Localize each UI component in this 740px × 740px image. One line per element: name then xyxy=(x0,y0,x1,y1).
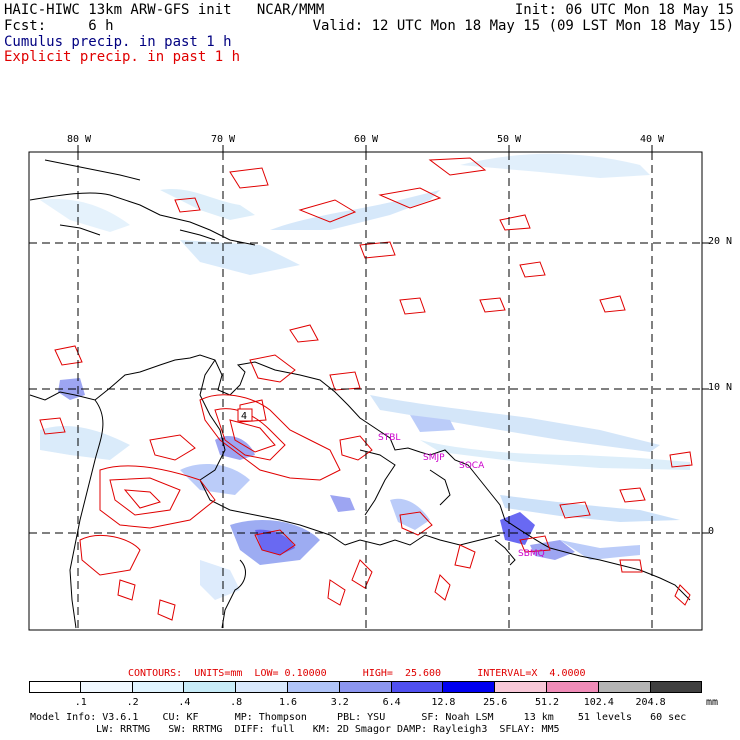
map-frame xyxy=(28,151,703,631)
station-label: SMJP xyxy=(423,453,445,463)
lat-label: 20 N xyxy=(708,236,733,247)
color-bar-swatch xyxy=(339,681,392,693)
explicit-label: Explicit precip. in past 1 h xyxy=(4,49,241,65)
lon-label: 60 W xyxy=(354,134,379,145)
color-bar-swatch xyxy=(443,681,496,693)
contour-label-text: 4 xyxy=(241,411,247,422)
lon-label: 80 W xyxy=(67,134,92,145)
color-bar-swatch xyxy=(598,681,651,693)
physics-info: LW: RRTMG SW: RRTMG DIFF: full KM: 2D Sm… xyxy=(96,724,560,735)
color-bar-swatch xyxy=(132,681,185,693)
axis-ticks xyxy=(77,145,709,534)
color-bar-tick-label: 3.2 xyxy=(330,697,349,708)
color-bar-tick-label: .4 xyxy=(178,697,191,708)
graticule xyxy=(29,152,702,630)
color-bar xyxy=(29,681,703,693)
station-label: STBL xyxy=(378,433,400,443)
color-bar-swatch xyxy=(391,681,444,693)
color-bar-tick-label: 1.6 xyxy=(278,697,298,708)
color-bar-swatch xyxy=(29,681,81,693)
color-bar-tick-label: 204.8 xyxy=(635,697,666,708)
color-bar-tick-label: 25.6 xyxy=(483,697,508,708)
contours-info: CONTOURS: UNITS=mm LOW= 0.10000 HIGH= 25… xyxy=(128,668,586,679)
color-bar-swatch xyxy=(650,681,703,693)
lat-label: 10 N xyxy=(708,382,733,393)
lon-label: 70 W xyxy=(211,134,236,145)
color-bar-swatch xyxy=(495,681,547,693)
coastlines xyxy=(29,159,691,629)
color-bar-tick-label: .8 xyxy=(230,697,243,708)
contour-label-box xyxy=(237,408,253,422)
forecast-hour: Fcst: 6 h xyxy=(4,18,114,34)
color-bar-swatch xyxy=(287,681,340,693)
explicit-precip-contours xyxy=(39,157,693,621)
lon-label: 50 W xyxy=(497,134,522,145)
color-bar-tick-label: .2 xyxy=(126,697,139,708)
color-bar-tick-label: .1 xyxy=(74,697,87,708)
color-bar-tick-label: 51.2 xyxy=(534,697,560,708)
cumulus-precip-areas xyxy=(40,153,690,600)
color-bar-tick-label: 6.4 xyxy=(382,697,401,708)
color-bar-swatch xyxy=(80,681,133,693)
station-label: SOCA xyxy=(459,461,485,471)
lon-label: 40 W xyxy=(640,134,665,145)
color-bar-swatch xyxy=(546,681,599,693)
color-bar-tick-label: 12.8 xyxy=(431,697,456,708)
model-info: Model Info: V3.6.1 CU: KF MP: Thompson P… xyxy=(30,712,687,723)
cumulus-label: Cumulus precip. in past 1 h xyxy=(4,34,232,50)
units-label: mm xyxy=(706,697,719,708)
color-bar-swatch xyxy=(184,681,237,693)
init-time: Init: 06 UTC Mon 18 May 15 xyxy=(514,2,734,18)
title-line: HAIC-HIWC 13km ARW-GFS init NCAR/MMM xyxy=(4,2,325,18)
lat-label: 0 xyxy=(708,526,715,537)
station-label: SBMQ xyxy=(518,549,545,559)
color-bar-swatch xyxy=(236,681,288,693)
station-labels: STBL SMJP SOCA SBMQ xyxy=(378,433,545,559)
color-bar-tick-label: 102.4 xyxy=(583,697,614,708)
valid-time: Valid: 12 UTC Mon 18 May 15 (09 LST Mon … xyxy=(312,18,734,34)
